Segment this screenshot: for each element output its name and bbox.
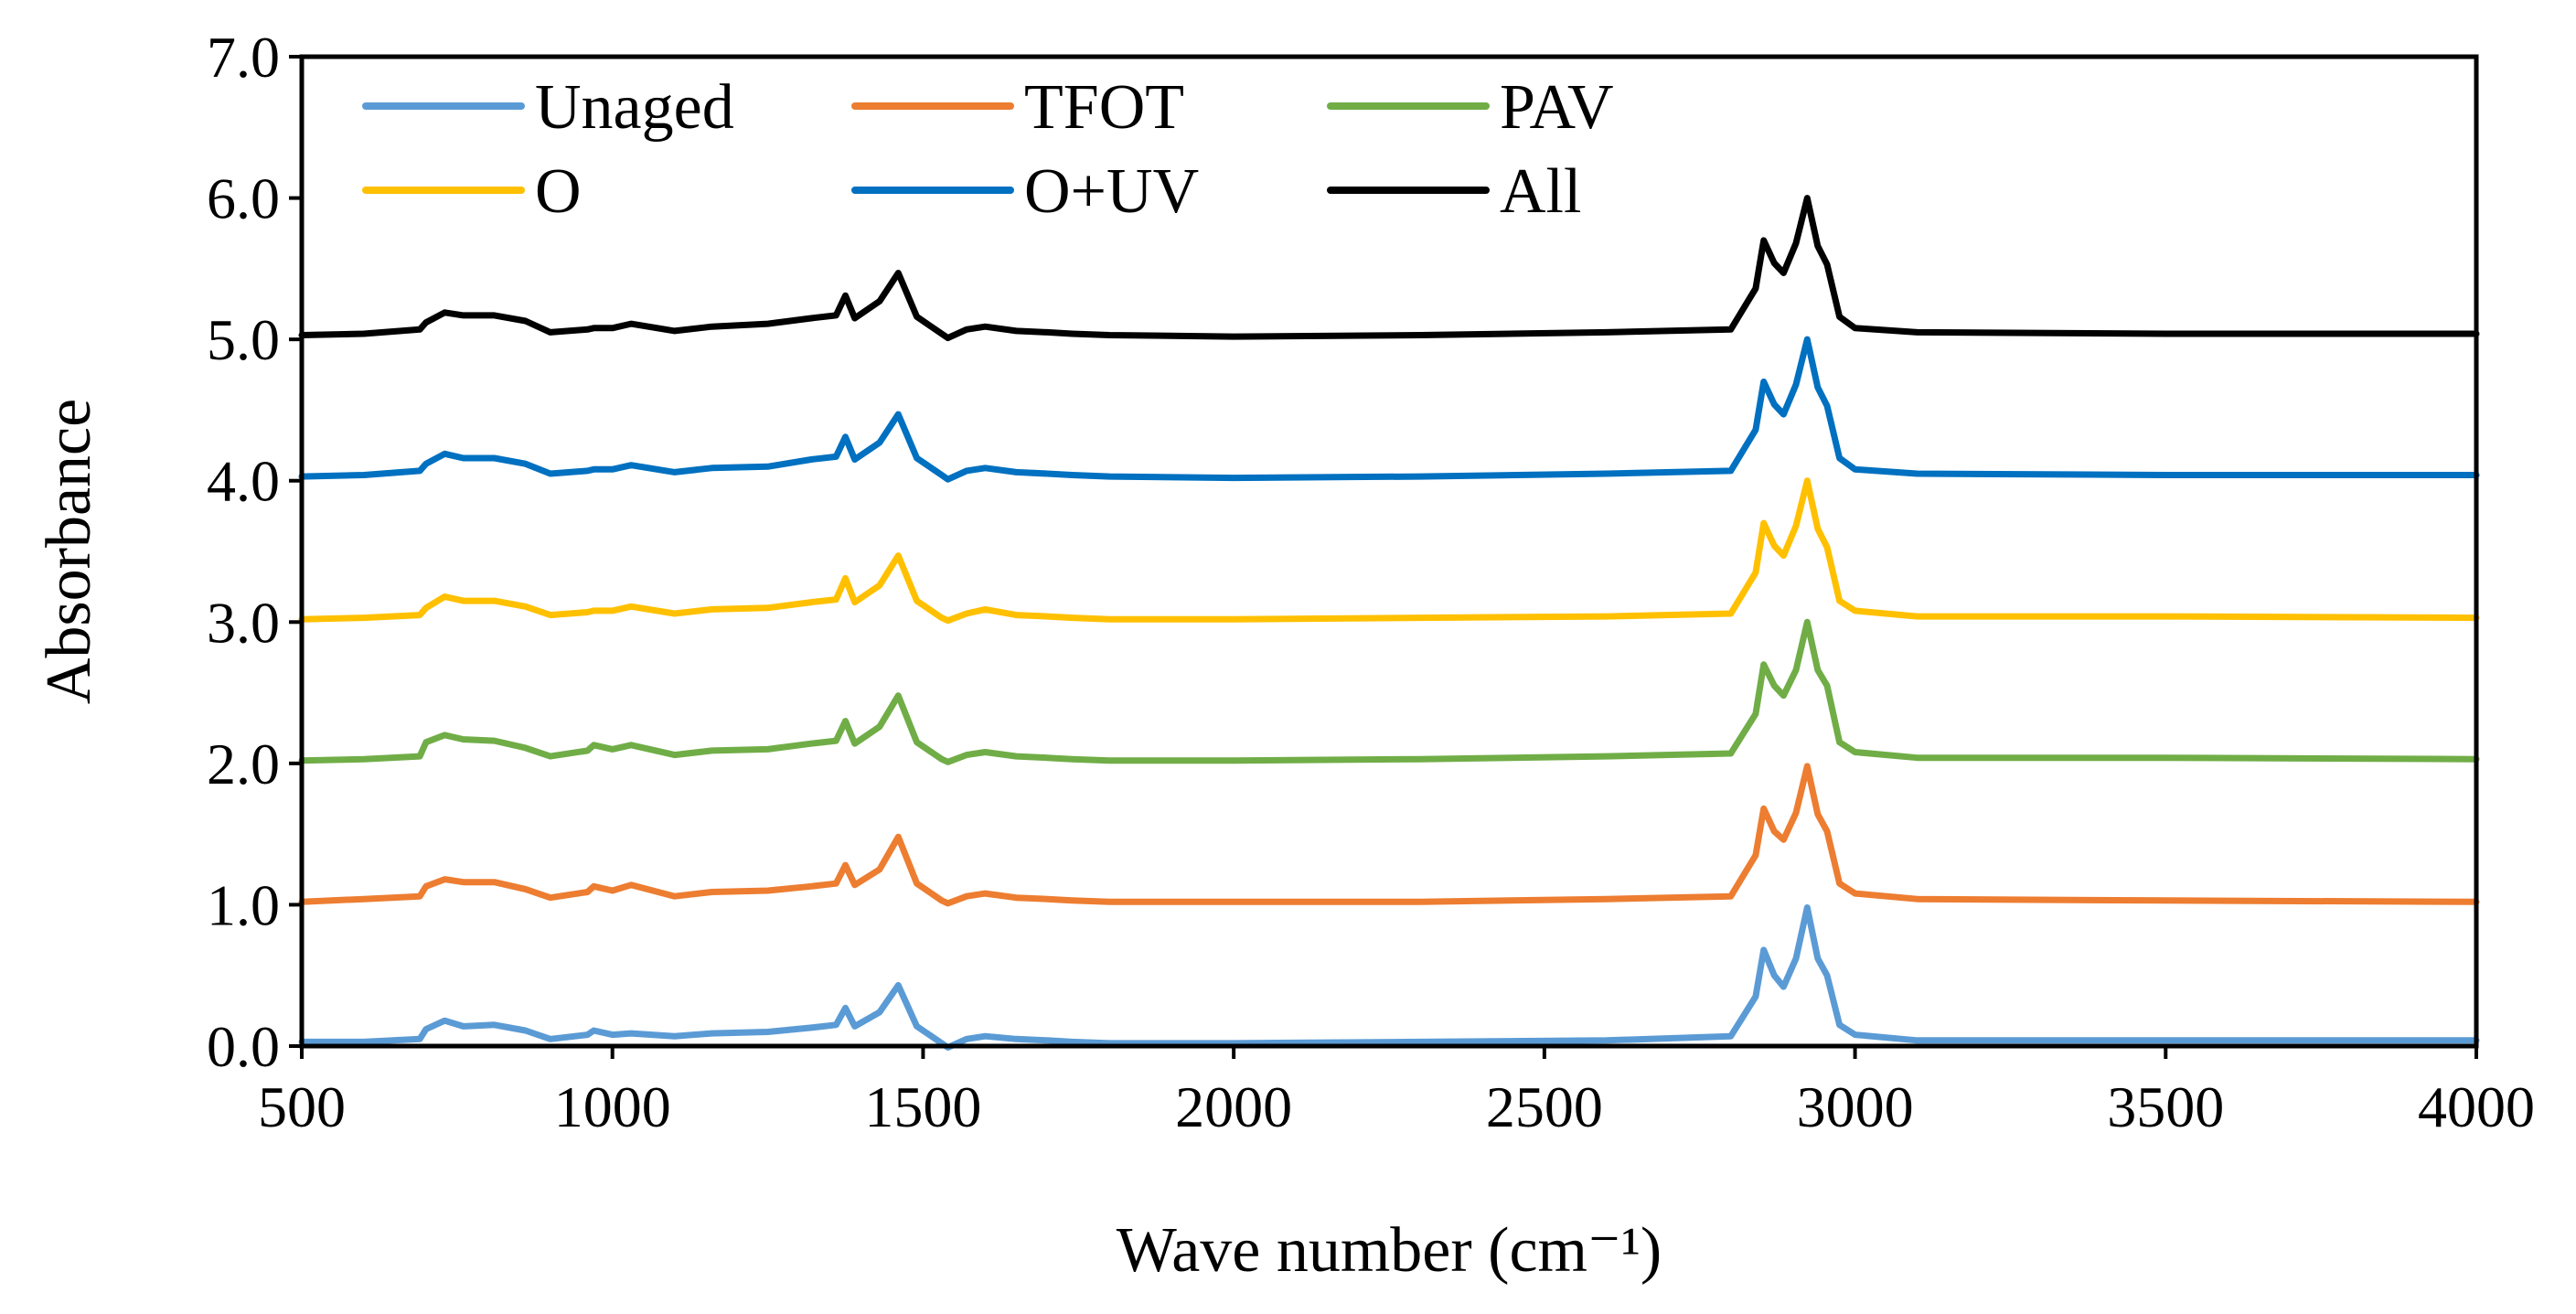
- x-tick-label: 2500: [1486, 1074, 1603, 1139]
- legend-label-o: O: [535, 156, 582, 227]
- y-tick-label: 0.0: [207, 1014, 280, 1079]
- legend-label-pav: PAV: [1500, 72, 1614, 143]
- legend-item-all: All: [1327, 156, 1581, 227]
- series-line-tfot: [298, 763, 2480, 907]
- series-line-o-uv: [298, 336, 2480, 483]
- x-tick-label: 500: [258, 1074, 346, 1139]
- y-tick-label: 3.0: [207, 590, 280, 655]
- y-tick-label: 4.0: [207, 449, 280, 514]
- series-layer: [298, 195, 2480, 1051]
- x-tick-label: 3000: [1797, 1074, 1914, 1139]
- legend-label-all: All: [1500, 156, 1581, 227]
- series-line-o: [298, 477, 2480, 625]
- series-line-all: [298, 195, 2480, 342]
- x-tick-label: 3500: [2107, 1074, 2224, 1139]
- x-axis-ticks: 500 1000 1500 2000 2500 3000 3500 4000: [258, 1046, 2535, 1139]
- x-tick-label: 2000: [1175, 1074, 1292, 1139]
- series-line-pav: [298, 618, 2480, 765]
- legend-item-unaged: Unaged: [362, 72, 734, 143]
- x-tick-label: 1000: [554, 1074, 671, 1139]
- y-axis-title: Absorbance: [34, 399, 104, 704]
- x-tick-label: 1500: [864, 1074, 981, 1139]
- plot-area-border: [299, 54, 2479, 1049]
- legend-label-o-uv: O+UV: [1024, 156, 1199, 227]
- y-tick-label: 7.0: [207, 25, 280, 90]
- x-tick-label: 4000: [2418, 1074, 2535, 1139]
- legend-label-unaged: Unaged: [535, 72, 734, 143]
- legend: Unaged TFOT PAV O O+UV All: [362, 72, 1614, 227]
- legend-item-pav: PAV: [1327, 72, 1614, 143]
- y-tick-label: 6.0: [207, 166, 280, 231]
- y-axis-ticks: 0.0 1.0 2.0 3.0 4.0 5.0 6.0 7.0: [207, 25, 302, 1079]
- y-tick-label: 1.0: [207, 872, 280, 937]
- y-tick-label: 5.0: [207, 307, 280, 372]
- legend-item-o: O: [362, 156, 582, 227]
- legend-label-tfot: TFOT: [1024, 72, 1184, 143]
- legend-item-tfot: TFOT: [851, 72, 1184, 143]
- y-tick-label: 2.0: [207, 732, 280, 796]
- legend-item-o-uv: O+UV: [851, 156, 1199, 227]
- x-axis-title: Wave number (cm⁻¹): [1117, 1215, 1662, 1286]
